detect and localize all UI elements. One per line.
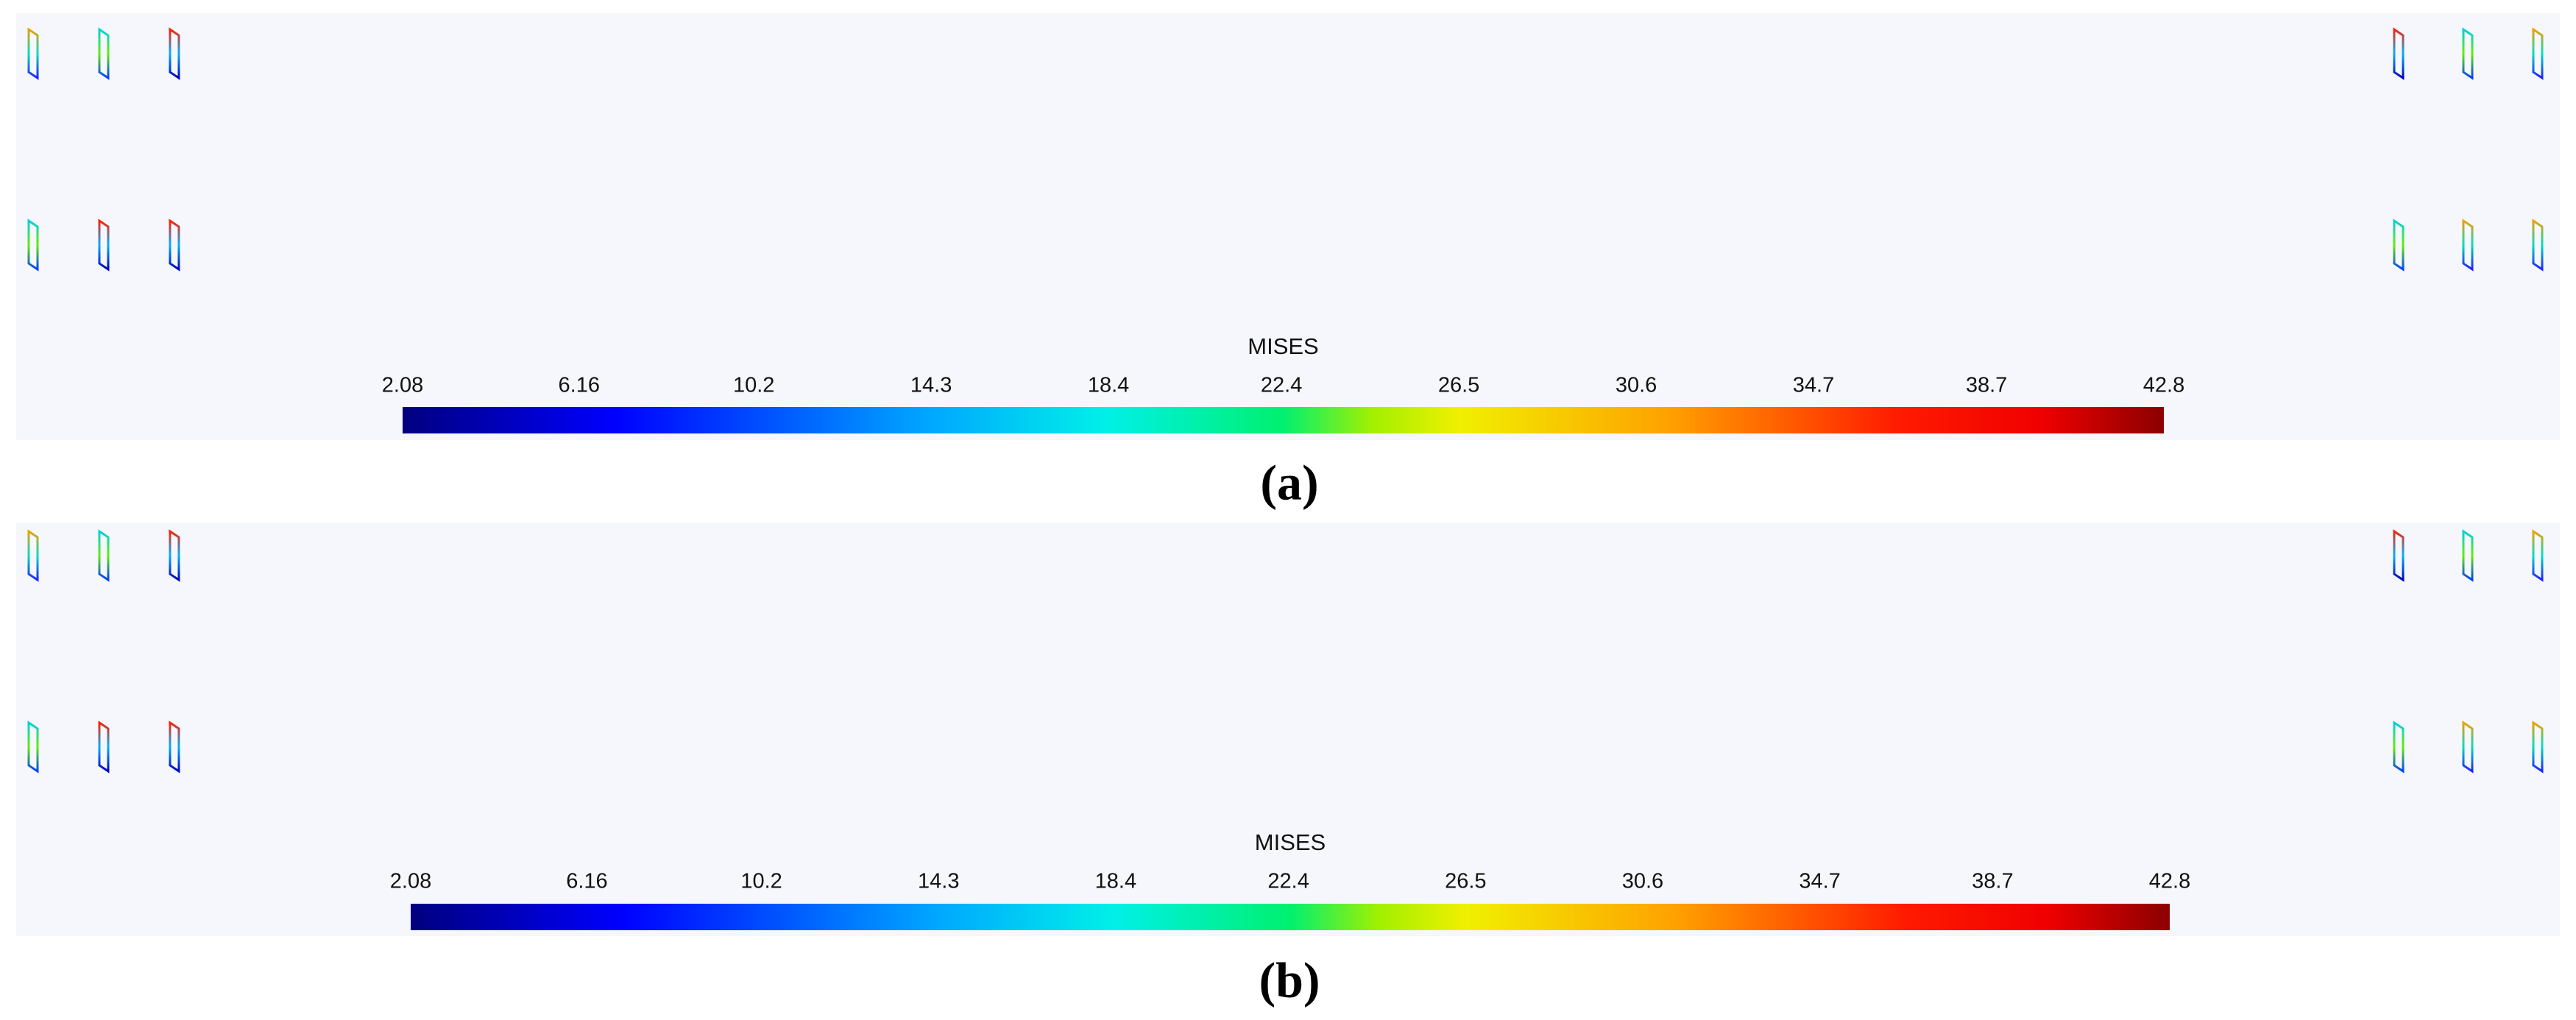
- viewport-background: [16, 523, 2560, 936]
- colorbar-title: MISES: [1248, 333, 1318, 359]
- mesh-element: [169, 529, 180, 582]
- mesh-element: [2532, 27, 2544, 80]
- colorbar: [403, 407, 2164, 433]
- mesh-element: [169, 720, 180, 773]
- colorbar-tick-label: 18.4: [1095, 870, 1136, 893]
- colorbar-tick-label: 22.4: [1267, 870, 1309, 893]
- colorbar-title: MISES: [1255, 829, 1326, 855]
- colorbar-tick-label: 38.7: [1972, 870, 2013, 893]
- mesh-element: [27, 529, 39, 582]
- colorbar-tick-label: 30.6: [1622, 870, 1663, 893]
- colorbar: [411, 904, 2170, 930]
- colorbar-tick-label: 6.16: [559, 374, 600, 397]
- mesh-element: [2393, 219, 2405, 272]
- mesh-element: [27, 720, 39, 773]
- viewport-background: [16, 13, 2560, 440]
- colorbar-tick-label: 26.5: [1445, 870, 1486, 893]
- mesh-element: [2462, 27, 2474, 80]
- mesh-element: [2532, 219, 2544, 272]
- mesh-element: [2462, 529, 2474, 582]
- colorbar-tick-label: 34.7: [1793, 374, 1834, 397]
- colorbar-tick-label: 14.3: [910, 374, 952, 397]
- mesh-element: [98, 27, 110, 80]
- panel-label: (a): [1260, 455, 1318, 511]
- mesh-element: [98, 720, 110, 773]
- panel-label: (b): [1259, 952, 1320, 1008]
- colorbar-tick-label: 22.4: [1261, 374, 1302, 397]
- mesh-element: [2393, 27, 2405, 80]
- colorbar-tick-label: 34.7: [1799, 870, 1840, 893]
- mesh-element: [98, 529, 110, 582]
- colorbar-tick-label: 2.08: [390, 870, 431, 893]
- mesh-element: [169, 219, 180, 272]
- mesh-element: [2462, 219, 2474, 272]
- mesh-element: [27, 27, 39, 80]
- colorbar-tick-label: 26.5: [1438, 374, 1479, 397]
- colorbar-tick-label: 10.2: [740, 870, 782, 893]
- mesh-element: [2393, 720, 2405, 773]
- colorbar-tick-label: 18.4: [1088, 374, 1129, 397]
- colorbar-tick-label: 10.2: [733, 374, 774, 397]
- colorbar-tick-label: 14.3: [918, 870, 959, 893]
- mesh-element: [27, 219, 39, 272]
- colorbar-tick-label: 30.6: [1616, 374, 1657, 397]
- colorbar-tick-label: 2.08: [382, 374, 423, 397]
- colorbar-tick-label: 6.16: [566, 870, 607, 893]
- mesh-element: [169, 27, 180, 80]
- colorbar-tick-label: 38.7: [1966, 374, 2007, 397]
- mesh-element: [98, 219, 110, 272]
- mesh-element: [2532, 529, 2544, 582]
- mesh-element: [2393, 529, 2405, 582]
- colorbar-tick-label: 42.8: [2143, 374, 2184, 397]
- mesh-element: [2532, 720, 2544, 773]
- mesh-element: [2462, 720, 2474, 773]
- colorbar-tick-label: 42.8: [2149, 870, 2190, 893]
